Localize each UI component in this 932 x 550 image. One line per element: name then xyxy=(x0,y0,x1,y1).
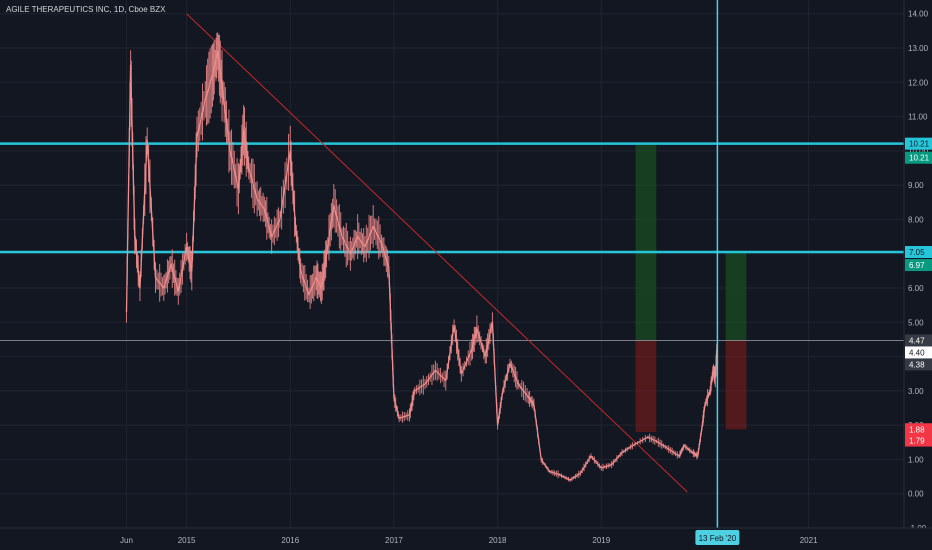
chart-title: AGILE THERAPEUTICS INC, 1D, Cboe BZX xyxy=(6,5,166,14)
y-tick-label: 10.00 xyxy=(908,147,929,156)
price-axis-badges: 10.21 10.21 7.05 6.97 4.47 4.40 4.38 1.88 1.79 xyxy=(905,137,932,447)
price-badge xyxy=(905,259,932,272)
price-series-layer xyxy=(125,32,719,482)
price-badge-label: 7.05 xyxy=(909,248,925,257)
x-tick-label: Jun xyxy=(120,536,133,545)
cursor-label-badge xyxy=(695,530,740,545)
price-badge-label: 10.21 xyxy=(909,140,930,149)
x-tick-label: 2018 xyxy=(489,536,507,545)
price-badge-label: 4.40 xyxy=(909,348,925,357)
x-tick-label: 2019 xyxy=(592,536,610,545)
y-tick-label: 8.00 xyxy=(908,215,924,224)
x-tick-label: 2016 xyxy=(281,536,299,545)
stop-zone xyxy=(725,340,747,430)
price-badge-label: 4.38 xyxy=(909,360,925,369)
grid-lines xyxy=(0,0,904,529)
y-tick-label: 9.00 xyxy=(908,181,924,190)
stop-zone xyxy=(635,340,657,432)
y-tick-label: 14.00 xyxy=(908,10,929,19)
y-tick-label: 3.00 xyxy=(908,387,924,396)
price-badge xyxy=(905,151,932,164)
price-badge-label: 4.47 xyxy=(909,336,925,345)
y-tick-label: 0.00 xyxy=(908,490,924,499)
y-tick-label: 6.00 xyxy=(908,284,924,293)
target-zone xyxy=(725,252,747,341)
y-tick-label: 5.00 xyxy=(908,318,924,327)
price-badge xyxy=(905,423,932,436)
x-tick-label: 2015 xyxy=(178,536,196,545)
price-badge xyxy=(905,358,932,371)
trendline-layer[interactable] xyxy=(186,13,688,493)
price-badge xyxy=(905,246,932,258)
price-badge-label: 1.88 xyxy=(909,425,925,434)
price-badge-label: 10.21 xyxy=(909,154,930,163)
target-zone xyxy=(635,143,657,341)
price-badge xyxy=(905,434,932,447)
x-tick-label: 2021 xyxy=(800,536,818,545)
y-tick-label: 12.00 xyxy=(908,78,929,87)
y-tick-label: 13.00 xyxy=(908,44,929,53)
price-badge-label: 1.79 xyxy=(909,437,925,446)
time-axis-ticks: Jun 2015 2016 2017 2018 2019 2021 xyxy=(120,536,818,545)
price-badge-label: 6.97 xyxy=(909,261,925,270)
y-tick-label: 11.00 xyxy=(908,113,928,122)
y-tick-label: 1.00 xyxy=(908,455,924,464)
position-zones xyxy=(635,143,747,432)
time-cursor-label: 13 Feb '20 xyxy=(695,530,740,545)
price-badge xyxy=(905,334,932,347)
price-badge xyxy=(905,346,932,359)
price-badge xyxy=(905,137,932,150)
x-tick-label: 2017 xyxy=(385,536,403,545)
trendline[interactable] xyxy=(186,13,688,493)
time-axis-panel[interactable] xyxy=(0,528,932,550)
cursor-label-text: 13 Feb '20 xyxy=(699,534,737,543)
